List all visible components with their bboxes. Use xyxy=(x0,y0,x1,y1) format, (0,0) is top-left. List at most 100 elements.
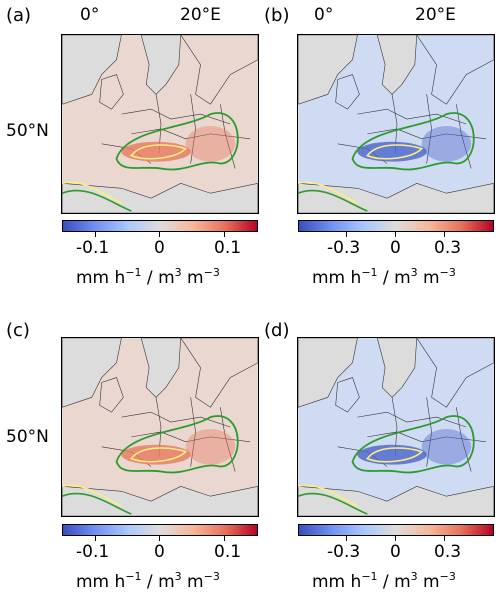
country-border xyxy=(426,94,432,164)
map-panel-a xyxy=(61,34,259,214)
elevation-contour xyxy=(115,415,239,474)
map-panel-d xyxy=(297,337,495,517)
cbar-a-label-pos: 0.1 xyxy=(214,238,242,258)
elevation-contour xyxy=(62,484,122,507)
country-border xyxy=(357,108,467,125)
elevation-contour xyxy=(115,112,239,171)
panel-label-b: (b) xyxy=(264,5,290,26)
cbar-a-tick-zero xyxy=(159,232,160,237)
country-border xyxy=(367,128,487,140)
elevation-contour xyxy=(298,492,368,515)
country-border xyxy=(131,128,251,140)
lon-label-0-a: 0° xyxy=(80,5,100,25)
elevation-contour xyxy=(366,447,424,463)
north-sea xyxy=(140,338,182,398)
carpathians-hotspot xyxy=(421,125,472,162)
elevation-contour xyxy=(130,144,188,160)
mediterranean-sea xyxy=(298,183,494,213)
atlantic-ocean xyxy=(62,338,122,408)
scandinavia xyxy=(180,338,258,408)
scandinavia xyxy=(416,338,494,408)
elevation-contour xyxy=(298,189,368,212)
lat-label-50n-bottom: 50°N xyxy=(6,427,49,447)
scandinavia xyxy=(180,35,258,105)
cbar-b-tick-pos xyxy=(444,232,445,237)
lon-label-20e-a: 20°E xyxy=(180,5,221,25)
mediterranean-sea xyxy=(62,486,258,516)
cbar-b-label-neg: -0.3 xyxy=(327,238,361,258)
carpathians-hotspot xyxy=(421,428,472,465)
elevation-contour xyxy=(62,189,132,212)
mediterranean-sea xyxy=(298,486,494,516)
cbar-c-tick-zero xyxy=(159,536,160,541)
cbar-d-label-neg: -0.3 xyxy=(327,542,361,562)
alps-hotspot xyxy=(121,141,191,162)
north-sea xyxy=(376,35,418,95)
atlantic-ocean xyxy=(62,35,122,105)
colorbar-c xyxy=(62,524,258,536)
alps-hotspot xyxy=(357,141,427,162)
atlantic-ocean xyxy=(298,338,358,408)
atlantic-ocean xyxy=(298,35,358,105)
elevation-contour xyxy=(130,447,188,463)
country-border xyxy=(426,397,432,467)
cbar-c-tick-neg xyxy=(95,536,96,541)
country-border xyxy=(190,94,196,164)
lat-label-50n-top: 50°N xyxy=(6,121,49,141)
cbar-d-label-zero: 0 xyxy=(390,542,401,562)
british-isles xyxy=(335,74,360,110)
cbar-a-units: mm h−1 / m3 m−3 xyxy=(76,266,220,288)
cbar-c-label-neg: -0.1 xyxy=(76,542,110,562)
panel-label-c: (c) xyxy=(6,320,30,341)
country-border xyxy=(357,411,467,428)
mediterranean-sea xyxy=(62,183,258,213)
panel-label-d: (d) xyxy=(264,320,290,341)
cbar-b-label-pos: 0.3 xyxy=(434,238,462,258)
cbar-d-units: mm h−1 / m3 m−3 xyxy=(312,570,456,592)
elevation-contour xyxy=(298,484,358,507)
country-border xyxy=(131,431,251,443)
elevation-contour xyxy=(351,415,475,474)
scandinavia xyxy=(416,35,494,105)
carpathians-hotspot xyxy=(185,428,236,465)
cbar-d-label-pos: 0.3 xyxy=(434,542,462,562)
cbar-b-units: mm h−1 / m3 m−3 xyxy=(312,266,456,288)
north-sea xyxy=(376,338,418,398)
cbar-b-tick-zero xyxy=(395,232,396,237)
map-panel-c xyxy=(61,337,259,517)
british-isles xyxy=(99,74,124,110)
country-border xyxy=(121,411,231,428)
cbar-b-label-zero: 0 xyxy=(390,238,401,258)
elevation-contour xyxy=(298,181,358,204)
north-sea xyxy=(140,35,182,95)
colorbar-d xyxy=(298,524,494,536)
country-border xyxy=(367,431,487,443)
alps-hotspot xyxy=(357,444,427,465)
cbar-c-units: mm h−1 / m3 m−3 xyxy=(76,570,220,592)
colorbar-b xyxy=(298,220,494,232)
carpathians-hotspot xyxy=(185,125,236,162)
cbar-d-tick-pos xyxy=(444,536,445,541)
elevation-contour xyxy=(351,112,475,171)
cbar-c-label-zero: 0 xyxy=(154,542,165,562)
cbar-b-tick-neg xyxy=(346,232,347,237)
lon-label-20e-b: 20°E xyxy=(415,5,456,25)
panel-label-a: (a) xyxy=(6,5,32,26)
cbar-a-label-neg: -0.1 xyxy=(76,238,110,258)
elevation-contour xyxy=(62,492,132,515)
cbar-a-label-zero: 0 xyxy=(154,238,165,258)
map-panel-b xyxy=(297,34,495,214)
british-isles xyxy=(335,377,360,413)
british-isles xyxy=(99,377,124,413)
lon-label-0-b: 0° xyxy=(314,5,334,25)
colorbar-a xyxy=(62,220,258,232)
cbar-c-label-pos: 0.1 xyxy=(214,542,242,562)
cbar-d-tick-neg xyxy=(346,536,347,541)
cbar-c-tick-pos xyxy=(224,536,225,541)
alps-hotspot xyxy=(121,444,191,465)
cbar-d-tick-zero xyxy=(395,536,396,541)
cbar-a-tick-neg xyxy=(95,232,96,237)
country-border xyxy=(121,108,231,125)
country-border xyxy=(190,397,196,467)
cbar-a-tick-pos xyxy=(224,232,225,237)
